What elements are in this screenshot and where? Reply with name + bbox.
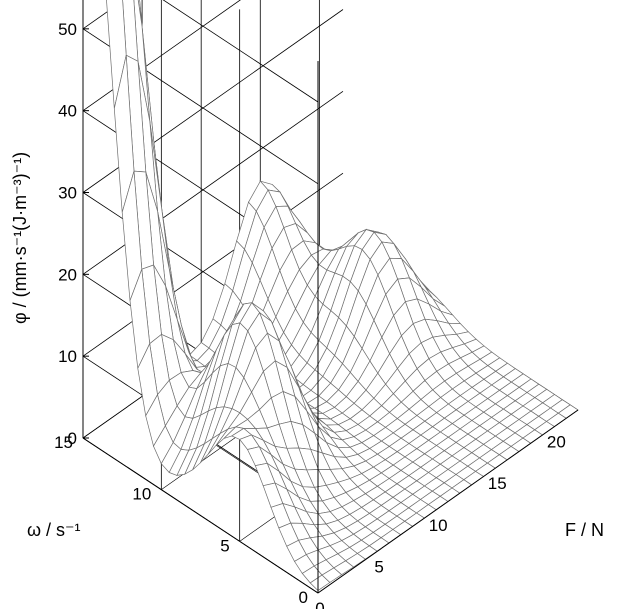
x-tick-label: 15 [488, 474, 507, 493]
x-tick-label: 10 [429, 516, 448, 535]
wall-grid-line [82, 172, 344, 357]
z-tick-label: 10 [58, 347, 77, 366]
y-tick-label: 5 [220, 536, 229, 555]
y-axis-label: ω / s⁻¹ [27, 520, 81, 540]
tick-labels: 010203040506005101505101520 [54, 20, 566, 609]
x-tick-label: 5 [374, 557, 383, 576]
axes [82, 61, 579, 594]
z-tick-label: 40 [58, 102, 77, 121]
x-tick-label: 0 [315, 599, 324, 609]
surface-cell [309, 574, 331, 592]
z-tick-label: 20 [58, 265, 77, 284]
y-tick-label: 10 [132, 485, 151, 504]
x-tick-label: 20 [547, 433, 566, 452]
z-tick-label: 0 [68, 429, 77, 448]
wall-grid-line [162, 0, 319, 103]
x-axis-label: F / N [565, 520, 604, 540]
y-axis-line [82, 437, 319, 594]
z-tick-label: 30 [58, 184, 77, 203]
y-tick-label: 15 [54, 433, 73, 452]
z-axis-label: φ / (mm·s⁻¹(J·m⁻³)⁻¹) [10, 152, 30, 324]
y-tick-label: 0 [299, 588, 308, 607]
x-axis-line [317, 409, 579, 594]
z-tick-label: 50 [58, 20, 77, 39]
surface-mesh [106, 0, 579, 592]
